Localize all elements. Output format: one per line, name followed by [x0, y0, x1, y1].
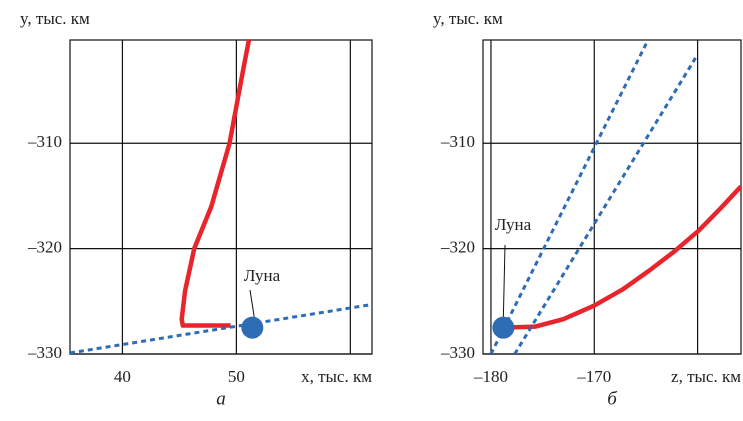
trajectory [513, 57, 697, 354]
y-tick-label: –310 [27, 132, 62, 151]
trajectory [503, 184, 741, 330]
lines [70, 40, 372, 354]
moon [241, 316, 264, 339]
y-axis-label: y, тыс. км [433, 9, 503, 28]
y-tick-label: –320 [27, 238, 62, 257]
x-tick-label: 50 [228, 367, 245, 386]
plot-frame [69, 39, 373, 355]
trajectory [70, 302, 372, 354]
panel: –310 –320 –330 –180 –170 z, тыс. км y, тыс. км… [433, 9, 742, 409]
y-tick-label: –310 [440, 132, 475, 151]
y-tick-label: –330 [440, 343, 475, 362]
x-tick-label: 40 [114, 367, 131, 386]
panel: –310 –320 –330 40 50 x, тыс. км y, тыс. км а Лун… [20, 9, 373, 409]
annotation: Луна [495, 215, 532, 234]
annotation: Луна [244, 266, 281, 285]
y-axis-label: y, тыс. км [20, 9, 90, 28]
leader-line [249, 289, 255, 318]
x-axis-label: x, тыс. км [301, 367, 372, 386]
caption: а [216, 388, 226, 409]
leader-line [502, 244, 506, 318]
caption: б [607, 388, 618, 409]
y-tick-label: –330 [27, 343, 62, 362]
moon [492, 316, 515, 339]
x-tick-label: –180 [473, 367, 508, 386]
x-tick-label: –170 [576, 367, 611, 386]
trajectory [179, 40, 252, 328]
lines [489, 41, 741, 354]
y-tick-label: –320 [440, 238, 475, 257]
x-axis-label: z, тыс. км [671, 367, 741, 386]
trajectory [489, 41, 649, 354]
